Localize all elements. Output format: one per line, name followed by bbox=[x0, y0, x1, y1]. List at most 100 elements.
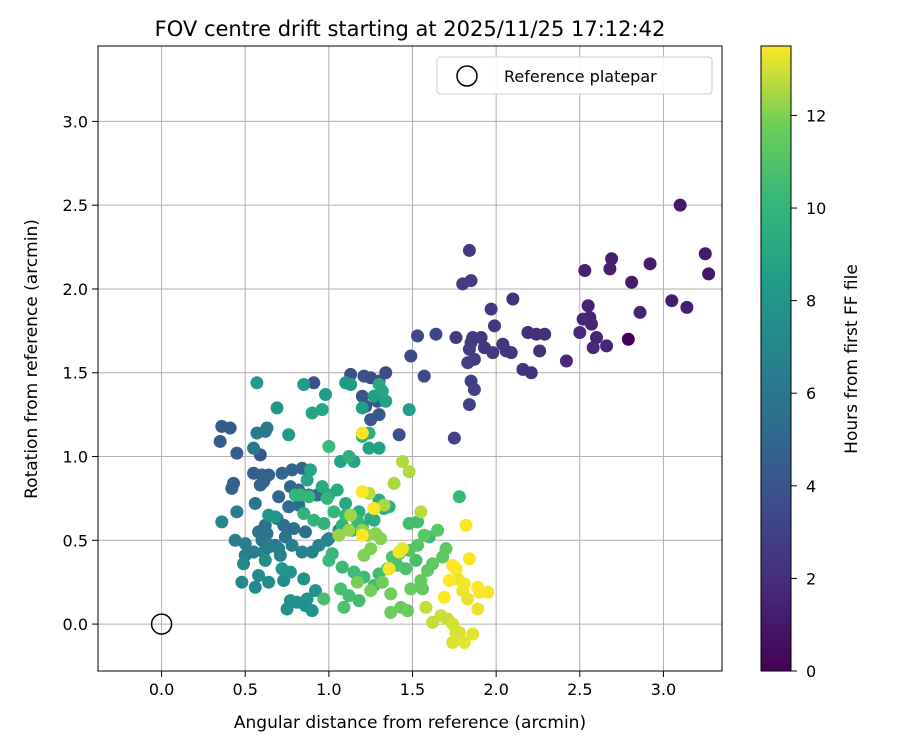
data-point bbox=[258, 518, 272, 532]
data-point bbox=[516, 362, 530, 376]
data-point bbox=[573, 326, 587, 340]
data-point bbox=[414, 505, 428, 519]
data-point bbox=[250, 426, 264, 440]
data-point bbox=[481, 585, 495, 599]
data-point bbox=[581, 299, 595, 313]
data-point bbox=[680, 300, 694, 314]
data-point bbox=[305, 604, 319, 618]
data-point bbox=[300, 592, 314, 606]
data-point bbox=[446, 636, 460, 650]
data-point bbox=[230, 505, 244, 519]
colorbar: 0 2 4 6 8 10 12 Hours from first FF file bbox=[760, 45, 862, 681]
data-point bbox=[282, 428, 296, 442]
data-point bbox=[384, 587, 398, 601]
data-point bbox=[462, 552, 476, 566]
data-point bbox=[590, 331, 604, 345]
data-point bbox=[213, 434, 227, 448]
data-point bbox=[350, 575, 364, 589]
data-point bbox=[303, 463, 317, 477]
x-tick-label: 0.0 bbox=[149, 680, 174, 699]
data-point bbox=[322, 553, 336, 567]
data-point bbox=[447, 431, 461, 445]
data-point bbox=[625, 275, 639, 289]
data-point bbox=[467, 382, 481, 396]
data-point bbox=[603, 262, 617, 276]
colorbar-tick-label: 2 bbox=[806, 569, 816, 588]
data-point bbox=[702, 267, 716, 281]
data-point bbox=[417, 369, 431, 383]
data-point bbox=[417, 528, 431, 542]
data-point bbox=[258, 553, 272, 567]
data-point bbox=[300, 473, 314, 487]
data-point bbox=[461, 356, 475, 370]
data-point bbox=[392, 428, 406, 442]
data-point bbox=[576, 312, 590, 326]
data-point bbox=[252, 568, 266, 582]
data-point bbox=[375, 384, 389, 398]
data-point bbox=[262, 575, 276, 589]
data-point bbox=[477, 341, 491, 355]
data-point bbox=[462, 243, 476, 257]
data-point bbox=[419, 600, 433, 614]
data-point bbox=[586, 341, 600, 355]
data-point bbox=[559, 354, 573, 368]
data-point bbox=[409, 553, 423, 567]
data-point bbox=[364, 413, 378, 427]
data-point bbox=[621, 332, 635, 346]
data-point bbox=[442, 574, 456, 588]
data-point bbox=[643, 257, 657, 271]
data-point bbox=[462, 342, 476, 356]
data-point bbox=[305, 406, 319, 420]
x-axis: 0.0 0.5 1.0 1.5 2.0 2.5 3.0 bbox=[149, 671, 676, 699]
y-tick-label: 1.0 bbox=[63, 448, 88, 467]
data-point bbox=[317, 592, 331, 606]
data-point bbox=[322, 439, 336, 453]
data-point bbox=[320, 491, 334, 505]
data-point bbox=[384, 605, 398, 619]
data-point bbox=[471, 602, 485, 616]
data-point bbox=[379, 394, 393, 408]
data-point bbox=[307, 376, 321, 390]
data-point bbox=[228, 533, 242, 547]
data-point bbox=[270, 401, 284, 415]
data-point bbox=[315, 403, 329, 417]
data-point bbox=[673, 198, 687, 212]
data-point bbox=[327, 505, 341, 519]
grid bbox=[98, 46, 722, 671]
data-point bbox=[698, 247, 712, 261]
data-point bbox=[452, 625, 466, 639]
y-axis-label: Rotation from reference (arcmin) bbox=[22, 219, 42, 499]
data-point bbox=[375, 575, 389, 589]
colorbar-label: Hours from first FF file bbox=[842, 264, 862, 454]
data-point bbox=[605, 252, 619, 266]
colorbar-ticks: 0 2 4 6 8 10 12 bbox=[791, 106, 826, 681]
data-point bbox=[395, 542, 409, 556]
legend-label: Reference platepar bbox=[504, 67, 657, 86]
data-point bbox=[372, 441, 386, 455]
data-point bbox=[496, 337, 510, 351]
data-point bbox=[235, 575, 249, 589]
data-point bbox=[355, 528, 369, 542]
data-point bbox=[452, 490, 466, 504]
data-point bbox=[487, 319, 501, 333]
data-point bbox=[339, 496, 353, 510]
data-point bbox=[280, 602, 294, 616]
data-point bbox=[302, 490, 316, 504]
data-point bbox=[307, 513, 321, 527]
data-point bbox=[404, 582, 418, 596]
colorbar-gradient bbox=[760, 45, 792, 672]
data-point bbox=[411, 538, 425, 552]
y-tick-label: 0.5 bbox=[63, 531, 88, 550]
data-point bbox=[344, 508, 358, 522]
data-point bbox=[322, 532, 336, 546]
data-point bbox=[355, 485, 369, 499]
colorbar-tick-label: 4 bbox=[806, 477, 816, 496]
data-point bbox=[344, 377, 358, 391]
data-point bbox=[215, 515, 229, 529]
data-point bbox=[317, 517, 331, 531]
colorbar-tick-label: 12 bbox=[806, 106, 826, 125]
data-point bbox=[330, 483, 344, 497]
data-point bbox=[665, 294, 679, 308]
chart-title: FOV centre drift starting at 2025/11/25 … bbox=[155, 17, 666, 41]
data-point bbox=[308, 584, 322, 598]
